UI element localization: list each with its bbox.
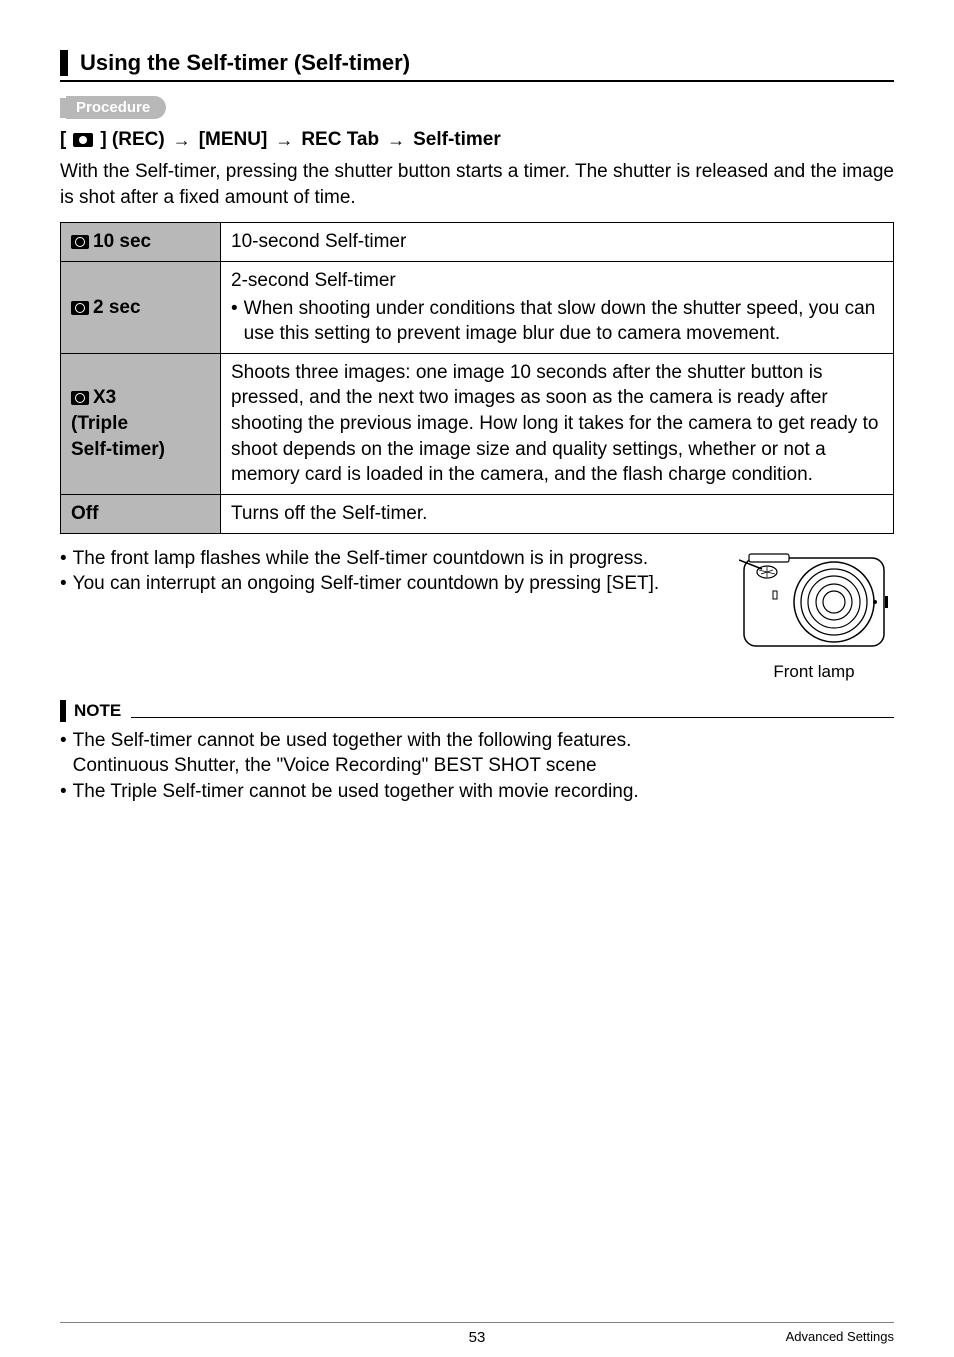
note-header: NOTE [60, 700, 894, 722]
table-row: 10 sec 10-second Self-timer [61, 223, 894, 262]
label-x3-3: Self-timer) [71, 437, 210, 463]
settings-table: 10 sec 10-second Self-timer 2 sec 2-seco… [60, 222, 894, 533]
arrow-icon: → [387, 130, 405, 151]
note-bar [60, 700, 66, 722]
setting-desc: Shoots three images: one image 10 second… [221, 353, 894, 494]
note-wrap: The Self-timer cannot be used together w… [73, 728, 632, 779]
procedure-label: Procedure [66, 96, 166, 119]
note-rule [131, 717, 894, 718]
label-x3-2: (Triple [71, 411, 210, 437]
setting-desc: 10-second Self-timer [221, 223, 894, 262]
bullet-dot: • [60, 546, 67, 572]
path-rec-open: [ [60, 129, 66, 151]
bullet-dot: • [60, 571, 67, 597]
path-rec-close: ] (REC) [100, 129, 164, 151]
note-text: The Triple Self-timer cannot be used tog… [73, 779, 639, 805]
section-bar [60, 50, 68, 76]
timer-10s-icon [71, 235, 89, 249]
bullet-dot: • [231, 296, 238, 322]
timer-2s-icon [71, 301, 89, 315]
bullets-and-figure: • The front lamp flashes while the Self-… [60, 546, 894, 682]
note-text: The Self-timer cannot be used together w… [73, 730, 632, 751]
setting-label: Off [61, 495, 221, 534]
path-menu: [MENU] [199, 129, 268, 151]
label-x3-1: X3 [93, 387, 116, 408]
table-row: X3 (Triple Self-timer) Shoots three imag… [61, 353, 894, 494]
bullet-dot: • [60, 779, 67, 805]
footer-section: Advanced Settings [786, 1329, 894, 1344]
bullet-text: You can interrupt an ongoing Self-timer … [73, 571, 660, 597]
table-row: 2 sec 2-second Self-timer • When shootin… [61, 261, 894, 353]
desc-bullet: • When shooting under conditions that sl… [231, 296, 883, 347]
figure-caption: Front lamp [734, 662, 894, 682]
path-selftimer: Self-timer [413, 129, 501, 151]
figure-right: Front lamp [734, 546, 894, 682]
section-title: Using the Self-timer (Self-timer) [80, 50, 410, 76]
desc-bullet-text: When shooting under conditions that slow… [244, 296, 883, 347]
bullet-text: The front lamp flashes while the Self-ti… [73, 546, 649, 572]
desc-line1: 2-second Self-timer [231, 268, 883, 294]
menu-path: [ ] (REC) → [MENU] → REC Tab → Self-time… [60, 129, 894, 151]
label-10sec: 10 sec [93, 231, 151, 252]
note-label: NOTE [74, 701, 121, 721]
bullets-left: • The front lamp flashes while the Self-… [60, 546, 714, 682]
setting-label: X3 (Triple Self-timer) [61, 353, 221, 494]
setting-desc: 2-second Self-timer • When shooting unde… [221, 261, 894, 353]
page-footer: 53 Advanced Settings [60, 1322, 894, 1329]
procedure-badge: Procedure [60, 96, 166, 119]
note-item: • The Triple Self-timer cannot be used t… [60, 779, 894, 805]
arrow-icon: → [275, 130, 293, 151]
camera-rec-icon [73, 133, 93, 147]
setting-desc: Turns off the Self-timer. [221, 495, 894, 534]
path-rectab: REC Tab [301, 129, 379, 151]
note-item: • The Self-timer cannot be used together… [60, 728, 894, 779]
setting-label: 10 sec [61, 223, 221, 262]
bullet-item: • The front lamp flashes while the Self-… [60, 546, 714, 572]
setting-label: 2 sec [61, 261, 221, 353]
bullet-item: • You can interrupt an ongoing Self-time… [60, 571, 714, 597]
timer-x3-icon [71, 391, 89, 405]
table-row: Off Turns off the Self-timer. [61, 495, 894, 534]
intro-text: With the Self-timer, pressing the shutte… [60, 159, 894, 210]
bullet-dot: • [60, 728, 67, 754]
section-header: Using the Self-timer (Self-timer) [60, 50, 894, 82]
camera-front-illustration [739, 546, 889, 656]
arrow-icon: → [173, 130, 191, 151]
page-number: 53 [469, 1329, 486, 1346]
label-2sec: 2 sec [93, 297, 141, 318]
note-subtext: Continuous Shutter, the "Voice Recording… [73, 755, 597, 776]
